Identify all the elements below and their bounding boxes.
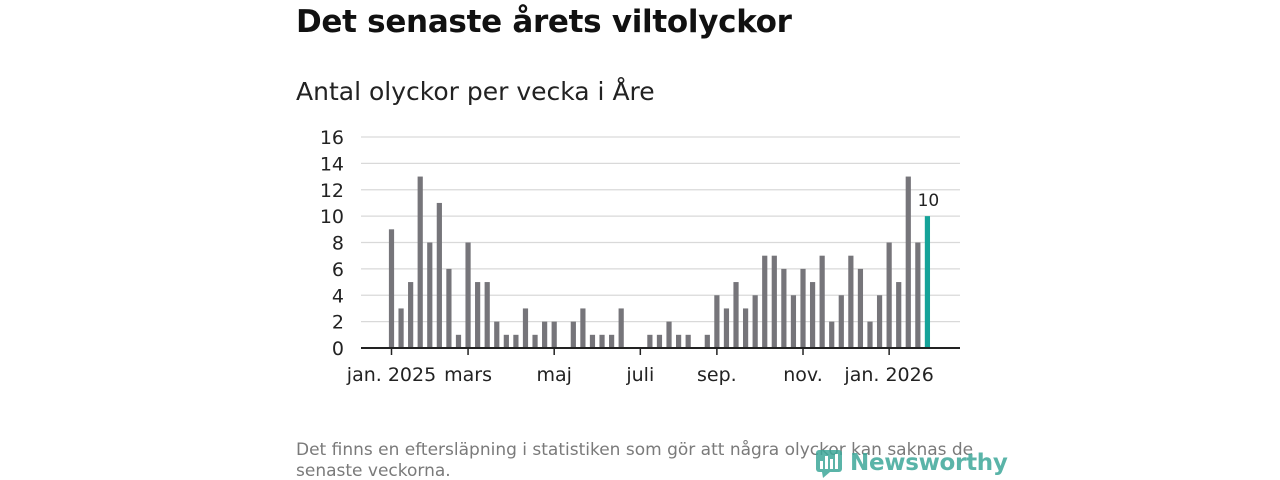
bar [475, 282, 481, 348]
bar [838, 295, 844, 348]
bar [503, 334, 509, 348]
bar [551, 321, 557, 348]
bar [676, 334, 682, 348]
y-tick-label: 14 [320, 153, 344, 175]
newsworthy-logo-icon [816, 450, 842, 478]
y-tick-label: 12 [320, 180, 344, 202]
chart-subtitle: Antal olyckor per vecka i Åre [296, 77, 655, 106]
bar [915, 242, 921, 348]
bar [771, 255, 777, 348]
x-tick-label: maj [536, 364, 571, 386]
bar [733, 282, 739, 348]
bar [446, 268, 452, 348]
logo-text: Newsworthy [850, 450, 1008, 476]
y-axis-ticks: 0 2 4 6 8 10 12 14 16 [320, 127, 344, 360]
bar [742, 308, 749, 348]
bar [647, 334, 653, 348]
highlight-bar [924, 216, 931, 348]
bar [522, 308, 529, 348]
bar [484, 282, 490, 348]
y-tick-label: 10 [320, 206, 344, 228]
bar [762, 255, 768, 348]
bar [800, 268, 806, 348]
bar [886, 242, 892, 348]
bar [723, 308, 730, 348]
bar [542, 321, 548, 348]
y-tick-label: 6 [332, 259, 344, 281]
bar [685, 334, 691, 348]
x-tick-label: jan. 2026 [843, 364, 933, 386]
bars [388, 176, 931, 348]
y-tick-label: 0 [332, 338, 344, 360]
bar [857, 268, 864, 348]
bar [819, 255, 825, 348]
gridlines [361, 136, 960, 323]
bar [589, 334, 596, 348]
x-tick-label: nov. [783, 364, 822, 386]
y-tick-label: 16 [320, 127, 344, 149]
bar [494, 321, 500, 348]
x-axis-ticks: jan. 2025 mars maj juli sep. nov. jan. 2026 [346, 347, 960, 386]
y-tick-label: 2 [332, 312, 344, 334]
bar [752, 295, 758, 348]
bar [417, 176, 423, 348]
bar [867, 321, 873, 348]
bar [388, 229, 395, 348]
bar [656, 334, 663, 348]
footnote: Det finns en eftersläpning i statistiken… [296, 440, 974, 480]
bar [896, 282, 902, 348]
bar [666, 321, 672, 348]
bar [809, 282, 816, 348]
bar [398, 308, 404, 348]
bar [570, 321, 576, 348]
bar [781, 268, 787, 348]
bar [905, 176, 911, 348]
bar [580, 308, 586, 348]
data-label: 10 [918, 191, 940, 211]
bar [427, 242, 433, 348]
bar [829, 321, 835, 348]
x-tick-label: jan. 2025 [346, 364, 436, 386]
data-labels: 10 [918, 191, 940, 211]
y-tick-label: 8 [332, 233, 344, 255]
bar [532, 334, 538, 348]
bar [848, 255, 854, 348]
bar [436, 202, 442, 348]
bar [790, 295, 797, 348]
x-tick-label: sep. [697, 364, 737, 386]
bar [465, 242, 471, 348]
bar [618, 308, 624, 348]
y-tick-label: 4 [332, 285, 344, 307]
bar [876, 295, 883, 348]
bar [599, 334, 605, 348]
bar [714, 295, 720, 348]
x-tick-label: mars [444, 364, 492, 386]
bar [408, 282, 414, 348]
bar [704, 334, 710, 348]
bar [513, 334, 519, 348]
bar [609, 334, 615, 348]
x-tick-label: juli [625, 364, 654, 386]
newsworthy-logo[interactable]: Newsworthy [814, 446, 1008, 480]
bar [455, 334, 462, 348]
chart-title: Det senaste årets viltolyckor [296, 4, 792, 40]
